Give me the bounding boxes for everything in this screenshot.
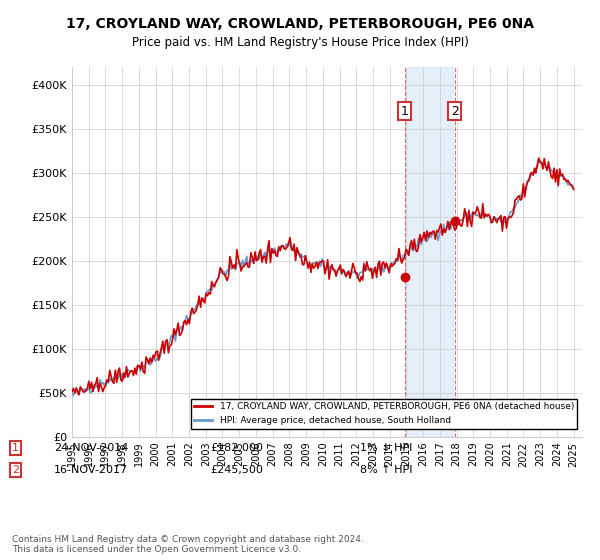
Text: £245,500: £245,500 — [210, 465, 263, 475]
Text: 8% ↑ HPI: 8% ↑ HPI — [360, 465, 413, 475]
Text: 1: 1 — [12, 443, 19, 453]
Text: 17, CROYLAND WAY, CROWLAND, PETERBOROUGH, PE6 0NA: 17, CROYLAND WAY, CROWLAND, PETERBOROUGH… — [66, 17, 534, 31]
Text: Contains HM Land Registry data © Crown copyright and database right 2024.
This d: Contains HM Land Registry data © Crown c… — [12, 535, 364, 554]
Text: 2: 2 — [12, 465, 19, 475]
Legend: 17, CROYLAND WAY, CROWLAND, PETERBOROUGH, PE6 0NA (detached house), HPI: Average: 17, CROYLAND WAY, CROWLAND, PETERBOROUGH… — [191, 399, 577, 428]
Text: 1: 1 — [401, 105, 409, 118]
Text: 2: 2 — [451, 105, 458, 118]
Text: £182,000: £182,000 — [210, 443, 263, 453]
Text: Price paid vs. HM Land Registry's House Price Index (HPI): Price paid vs. HM Land Registry's House … — [131, 36, 469, 49]
Text: 16-NOV-2017: 16-NOV-2017 — [54, 465, 128, 475]
Text: 1% ↓ HPI: 1% ↓ HPI — [360, 443, 412, 453]
Text: 24-NOV-2014: 24-NOV-2014 — [54, 443, 128, 453]
